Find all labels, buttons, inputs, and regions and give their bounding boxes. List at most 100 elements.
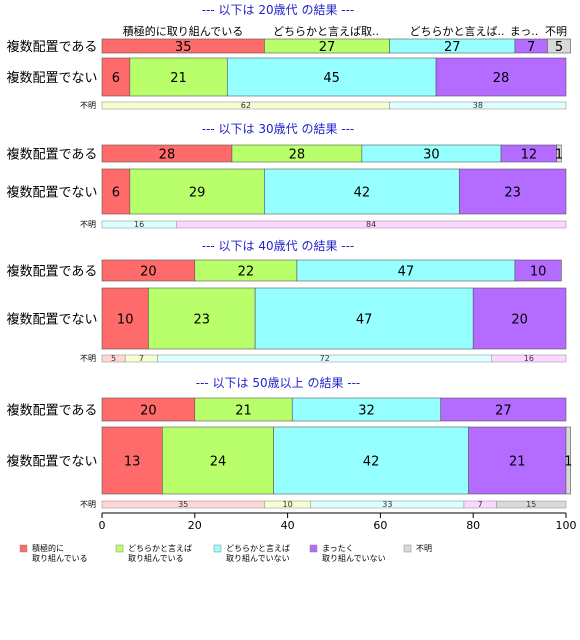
- data-label: 20: [140, 404, 157, 419]
- bar-segment: [547, 38, 571, 54]
- unknown-data-label: 72: [320, 354, 330, 363]
- panel-title: --- 以下は 40歳代 の結果 ---: [202, 239, 355, 253]
- bar-segment: [435, 57, 567, 97]
- row-label: 複数配置である: [7, 147, 98, 163]
- x-tick-label: 80: [466, 519, 480, 532]
- row-label: 複数配置である: [7, 264, 98, 280]
- data-label: 28: [159, 148, 176, 163]
- legend-swatch: [19, 544, 28, 553]
- bar-segment: [514, 259, 562, 282]
- data-label: 6: [112, 71, 120, 86]
- legend-label: まったく: [322, 544, 354, 553]
- data-label: 21: [235, 404, 252, 419]
- data-label: 10: [530, 265, 547, 280]
- data-label: 1: [564, 455, 572, 470]
- legend-swatch: [403, 544, 412, 553]
- data-label: 21: [509, 455, 526, 470]
- data-label: 6: [112, 186, 120, 201]
- bar-segment: [101, 168, 131, 215]
- bar-segment: [162, 426, 274, 495]
- legend-label: 取り組んでいる: [128, 553, 184, 563]
- unknown-data-label: 15: [526, 500, 536, 509]
- x-tick-label: 100: [556, 519, 577, 532]
- data-label: 42: [354, 186, 371, 201]
- data-label: 28: [493, 71, 510, 86]
- bar-segment: [129, 168, 265, 215]
- data-label: 23: [504, 186, 521, 201]
- data-label: 13: [124, 455, 141, 470]
- legend-label: 積極的に: [32, 543, 64, 553]
- bar-segment: [264, 168, 460, 215]
- panel-title: --- 以下は 50歳以上 の結果 ---: [196, 376, 361, 390]
- bar-segment: [148, 287, 256, 350]
- bar-segment: [101, 57, 131, 97]
- data-label: 29: [189, 186, 206, 201]
- data-label: 24: [210, 455, 227, 470]
- header-label: まっ..: [510, 25, 539, 38]
- unknown-bar-segment: [496, 500, 567, 509]
- data-label: 23: [193, 313, 210, 328]
- legend-label: どちらかと言えば: [128, 543, 192, 553]
- bar-segment: [458, 168, 567, 215]
- bar-segment: [101, 426, 163, 495]
- x-tick-label: 20: [188, 519, 202, 532]
- header-label: どちらかと言えば取..: [273, 25, 379, 38]
- bar-segment: [254, 287, 474, 350]
- data-label: 27: [495, 404, 512, 419]
- row-label: 複数配置である: [7, 39, 98, 55]
- data-label: 28: [289, 148, 306, 163]
- data-label: 22: [238, 265, 255, 280]
- bar-segment: [472, 287, 567, 350]
- data-label: 42: [363, 455, 380, 470]
- legend-swatch: [213, 544, 222, 553]
- data-label: 27: [319, 40, 336, 55]
- unknown-data-label: 5: [111, 354, 116, 363]
- data-label: 45: [323, 71, 340, 86]
- data-label: 21: [170, 71, 187, 86]
- unknown-data-label: 10: [283, 500, 293, 509]
- legend-label: 不明: [416, 544, 432, 553]
- row-label: 複数配置でない: [6, 70, 97, 86]
- data-label: 30: [423, 148, 440, 163]
- row-label: 複数配置である: [7, 403, 98, 419]
- panel-title: --- 以下は 20歳代 の結果 ---: [202, 3, 355, 17]
- panel-title: --- 以下は 30歳代 の結果 ---: [202, 122, 355, 136]
- legend-label: 取り組んでいない: [226, 553, 290, 563]
- row-label: 複数配置でない: [6, 312, 97, 328]
- unknown-data-label: 16: [134, 220, 144, 229]
- legend-swatch: [115, 544, 124, 553]
- legend-label: 取り組んでいない: [322, 553, 386, 563]
- unknown-data-label: 7: [139, 354, 144, 363]
- unknown-bar-segment: [491, 354, 567, 363]
- data-label: 32: [358, 404, 375, 419]
- legend-label: どちらかと言えば: [226, 543, 290, 553]
- row-label: 複数配置でない: [6, 185, 97, 201]
- bar-segment: [273, 426, 469, 495]
- unknown-data-label: 84: [366, 220, 376, 229]
- header-label: 積極的に取り組んでいる: [123, 24, 243, 38]
- data-label: 20: [511, 313, 528, 328]
- data-label: 47: [398, 265, 415, 280]
- unknown-data-label: 62: [241, 101, 251, 110]
- unknown-data-label: 35: [178, 500, 188, 509]
- bar-segment: [468, 426, 567, 495]
- x-tick-label: 60: [373, 519, 387, 532]
- unknown-row-label: 不明: [80, 101, 96, 110]
- data-label: 1: [555, 148, 563, 163]
- x-tick-label: 40: [281, 519, 295, 532]
- bar-segment: [565, 426, 571, 495]
- data-label: 5: [555, 40, 563, 55]
- unknown-row-label: 不明: [80, 500, 96, 509]
- x-tick-label: 0: [99, 519, 106, 532]
- bar-segment: [556, 144, 562, 163]
- data-label: 35: [175, 40, 192, 55]
- legend-label: 取り組んでいる: [32, 553, 88, 563]
- row-label: 複数配置でない: [6, 454, 97, 470]
- unknown-data-label: 7: [478, 500, 483, 509]
- unknown-data-label: 33: [382, 500, 392, 509]
- data-label: 20: [140, 265, 157, 280]
- unknown-data-label: 16: [524, 354, 534, 363]
- unknown-row-label: 不明: [80, 354, 96, 363]
- unknown-data-label: 38: [473, 101, 483, 110]
